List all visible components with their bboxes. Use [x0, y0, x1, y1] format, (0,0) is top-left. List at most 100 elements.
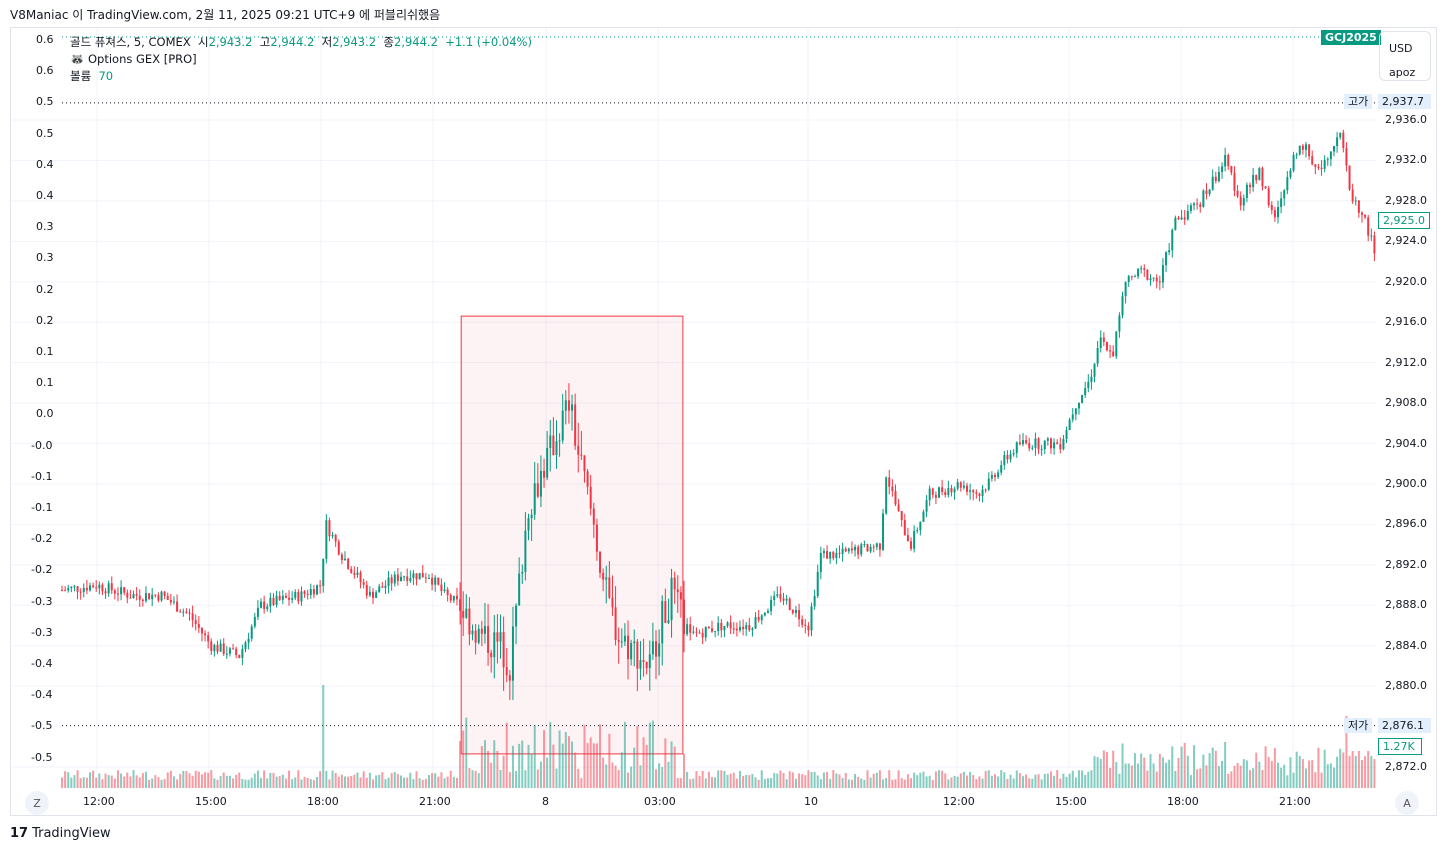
price-tick-label: 2,928.0 — [1385, 193, 1427, 207]
candle-body — [658, 643, 661, 657]
candle-body — [661, 601, 664, 644]
volume-bar — [1221, 761, 1224, 788]
candle-body — [844, 548, 847, 552]
volume-bar — [754, 777, 757, 788]
candle-body — [1211, 176, 1214, 190]
candle-body — [403, 576, 406, 578]
volume-bar — [1264, 746, 1267, 788]
candle-body — [182, 611, 185, 613]
candle-body — [213, 644, 216, 652]
candle-body — [316, 585, 319, 595]
volume-bar — [605, 764, 608, 788]
candle-body — [412, 573, 415, 579]
volume-bar — [1137, 763, 1140, 788]
volume-bar — [966, 775, 969, 788]
price-tick-label: 2,872.0 — [1385, 760, 1427, 774]
candle-body — [502, 632, 505, 668]
volume-bar — [471, 770, 474, 788]
candle-body — [406, 576, 409, 581]
volume-bar — [539, 761, 542, 788]
candle-body — [539, 470, 542, 497]
volume-bar — [645, 745, 648, 788]
volume-bar — [334, 772, 337, 788]
candle-body — [1311, 156, 1314, 165]
volume-bar — [1360, 760, 1363, 788]
volume-bar — [900, 778, 903, 788]
volume-bar — [916, 775, 919, 788]
volume-bar — [574, 752, 577, 788]
candle-body — [1093, 363, 1096, 377]
volume-bar — [368, 772, 371, 788]
left-axis-button[interactable]: Z — [25, 791, 49, 815]
candle-body — [801, 619, 804, 625]
candle-body — [390, 577, 393, 584]
candle-body — [172, 601, 175, 603]
volume-bar — [399, 775, 402, 788]
candle-body — [928, 488, 931, 501]
volume-bar — [1056, 770, 1059, 788]
volume-bar — [925, 776, 928, 788]
legend-indicator[interactable]: 🦝 Options GEX [PRO] — [70, 52, 197, 66]
candle-body — [1199, 204, 1202, 207]
candle-body — [1183, 217, 1186, 220]
volume-bar — [1283, 764, 1286, 788]
volume-bar — [748, 775, 751, 788]
price-tick-label: 2,924.0 — [1385, 234, 1427, 248]
volume-bar — [729, 773, 732, 788]
volume-bar — [571, 741, 574, 788]
volume-bar — [617, 769, 620, 788]
volume-bar — [365, 777, 368, 788]
volume-bar — [919, 772, 922, 788]
tradingview-logo[interactable]: 𝟭𝟳 TradingView — [10, 826, 111, 841]
candle-body — [1193, 203, 1196, 206]
candle-body — [300, 591, 303, 602]
candle-body — [770, 599, 773, 612]
volume-bar — [630, 766, 633, 788]
candle-body — [79, 591, 82, 593]
volume-bar — [1336, 756, 1339, 788]
candle-body — [1239, 196, 1242, 206]
candle-body — [260, 601, 263, 608]
volume-bar — [906, 774, 909, 788]
candle-body — [1074, 408, 1077, 415]
volume-bar — [1354, 756, 1357, 788]
volume-bar — [1224, 742, 1227, 788]
candle-body — [869, 546, 872, 552]
volume-bar — [599, 724, 602, 788]
candle-body — [751, 628, 754, 630]
candle-body — [1317, 166, 1320, 168]
volume-bar — [826, 772, 829, 788]
volume-bar — [288, 770, 291, 788]
candle-body — [987, 478, 990, 490]
volume-bar — [1109, 767, 1112, 788]
candle-body — [480, 628, 483, 634]
currency-unit-button[interactable]: USD apoz — [1379, 31, 1431, 81]
volume-bar — [732, 772, 735, 788]
candle-body — [272, 597, 275, 605]
volume-bar — [558, 730, 561, 788]
auto-scale-button[interactable]: A — [1395, 791, 1419, 815]
candle-body — [210, 641, 213, 652]
volume-bar — [424, 778, 427, 788]
symbol-name[interactable]: 골드 퓨쳐스, 5, COMEX — [70, 35, 191, 49]
volume-bar — [832, 770, 835, 788]
candle-body — [1071, 414, 1074, 420]
volume-tag: 1.27K — [1378, 738, 1422, 755]
volume-bar — [260, 777, 263, 788]
candle-body — [1348, 165, 1351, 190]
candle-body — [120, 587, 123, 595]
candle-body — [667, 620, 670, 623]
candle-body — [819, 553, 822, 572]
candle-body — [577, 445, 580, 455]
volume-bar — [770, 777, 773, 788]
candle-body — [916, 530, 919, 532]
volume-bar — [443, 778, 446, 788]
volume-bar — [1295, 751, 1298, 788]
volume-bar — [272, 772, 275, 788]
legend-volume[interactable]: 볼륨 70 — [70, 68, 113, 84]
candle-body — [729, 622, 732, 629]
candle-body — [527, 518, 530, 531]
candle-body — [962, 485, 965, 488]
volume-bar — [356, 772, 359, 788]
